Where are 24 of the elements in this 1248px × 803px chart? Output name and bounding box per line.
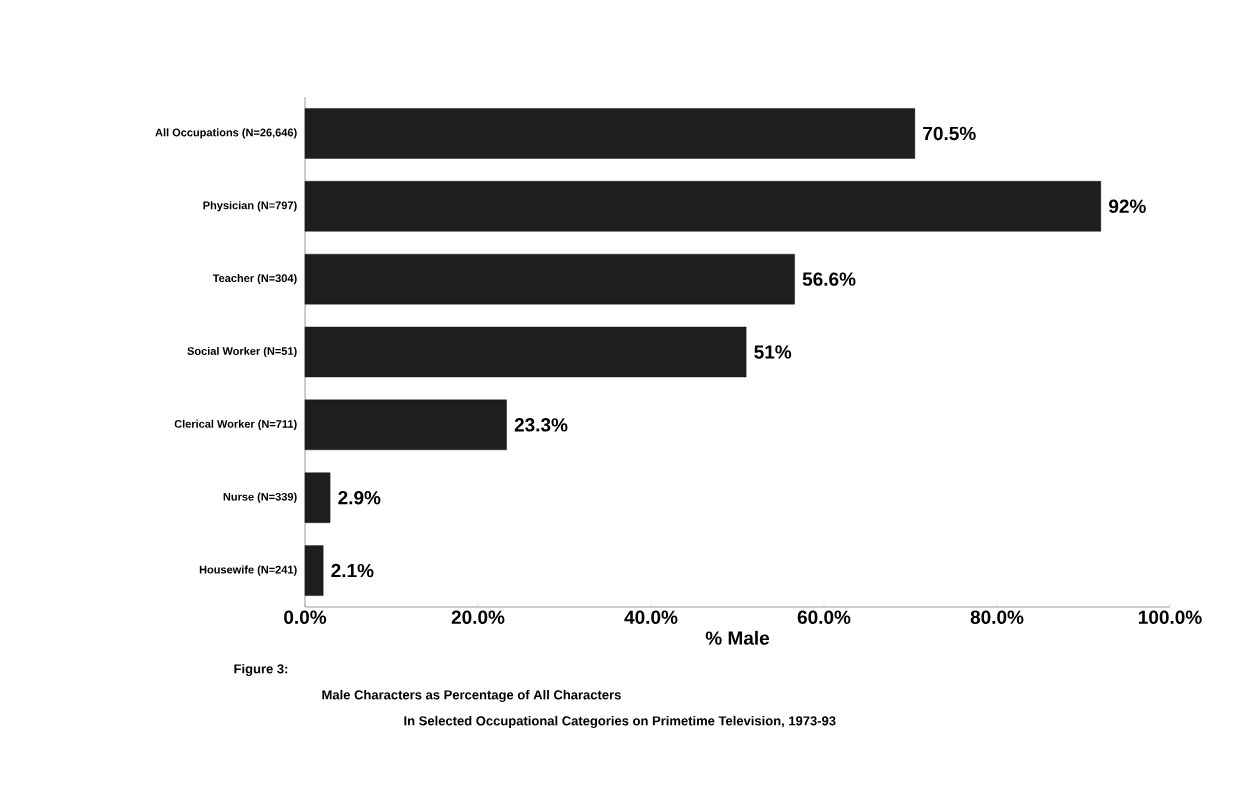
data-label: 2.9%: [338, 490, 381, 505]
data-label: 23.3%: [514, 418, 568, 432]
x-tick-label: 60.0%: [797, 610, 851, 624]
y-tick-label: Physician (N=797): [203, 201, 297, 212]
x-tick-label: 40.0%: [624, 610, 678, 624]
x-tick-label: 0.0%: [284, 610, 327, 624]
data-label: 2.1%: [331, 563, 374, 578]
data-label: 70.5%: [923, 126, 976, 141]
data-label: 56.6%: [802, 272, 856, 286]
caption: Figure 3:: [234, 663, 288, 677]
x-tick-label: 20.0%: [451, 610, 505, 624]
text: In Selected Occupational Categories on Primetime Television, 1973-93: [404, 715, 836, 729]
y-tick-label: Social Worker (N=51): [187, 346, 297, 358]
data-label: 51%: [754, 345, 792, 359]
y-tick-label: All Occupations (N=26,646): [155, 128, 297, 139]
text: Male Characters as Percentage of All Characters: [322, 689, 621, 703]
y-tick-label: Nurse (N=339): [223, 492, 297, 503]
x-axis-title: % Male: [705, 630, 770, 645]
x-tick-label: 100.0%: [1138, 610, 1202, 624]
data-label: 92%: [1108, 199, 1146, 214]
y-tick-label: Clerical Worker (N=711): [174, 419, 297, 430]
x-tick-label: 80.0%: [970, 610, 1024, 624]
y-tick-label: Housewife (N=241): [199, 565, 297, 576]
y-tick-label: Teacher (N=304): [212, 274, 297, 285]
